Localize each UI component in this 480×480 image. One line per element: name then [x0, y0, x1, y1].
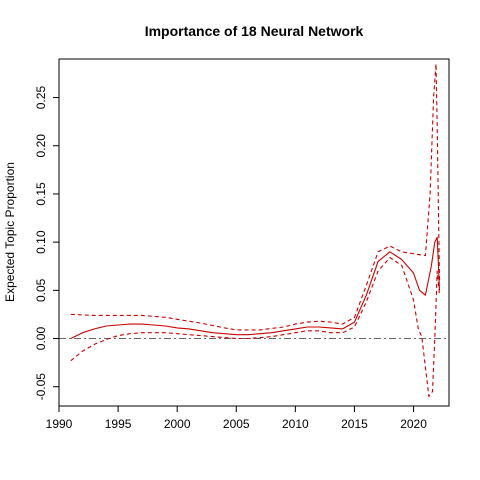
lower-line: [70, 257, 441, 397]
series-layer: [70, 63, 441, 397]
y-tick-label: 0.15: [34, 182, 48, 206]
x-tick-label: 2010: [282, 417, 309, 431]
y-tick-label: 0.00: [34, 327, 48, 351]
x-tick-label: 2015: [341, 417, 368, 431]
y-tick-label: -0.05: [34, 373, 48, 401]
x-tick-label: 2005: [223, 417, 250, 431]
y-tick-label: 0.20: [34, 134, 48, 158]
y-tick-label: 0.25: [34, 86, 48, 110]
x-tick-label: 2000: [164, 417, 191, 431]
axis-layer: 1990 1995 2000 2005 2010 2015 2020 -0.05 0.00 0.0…: [34, 86, 427, 431]
estimate-line: [70, 236, 441, 339]
y-tick-label: 0.05: [34, 278, 48, 302]
chart-title: Importance of 18 Neural Network: [145, 23, 364, 39]
y-tick-label: 0.10: [34, 230, 48, 254]
x-tick-label: 1995: [105, 417, 132, 431]
y-axis-label: Expected Topic Proportion: [3, 162, 17, 302]
plot-frame: [58, 58, 450, 407]
x-tick-label: 2020: [400, 417, 427, 431]
x-tick-label: 1990: [46, 417, 73, 431]
upper-line: [70, 63, 441, 331]
